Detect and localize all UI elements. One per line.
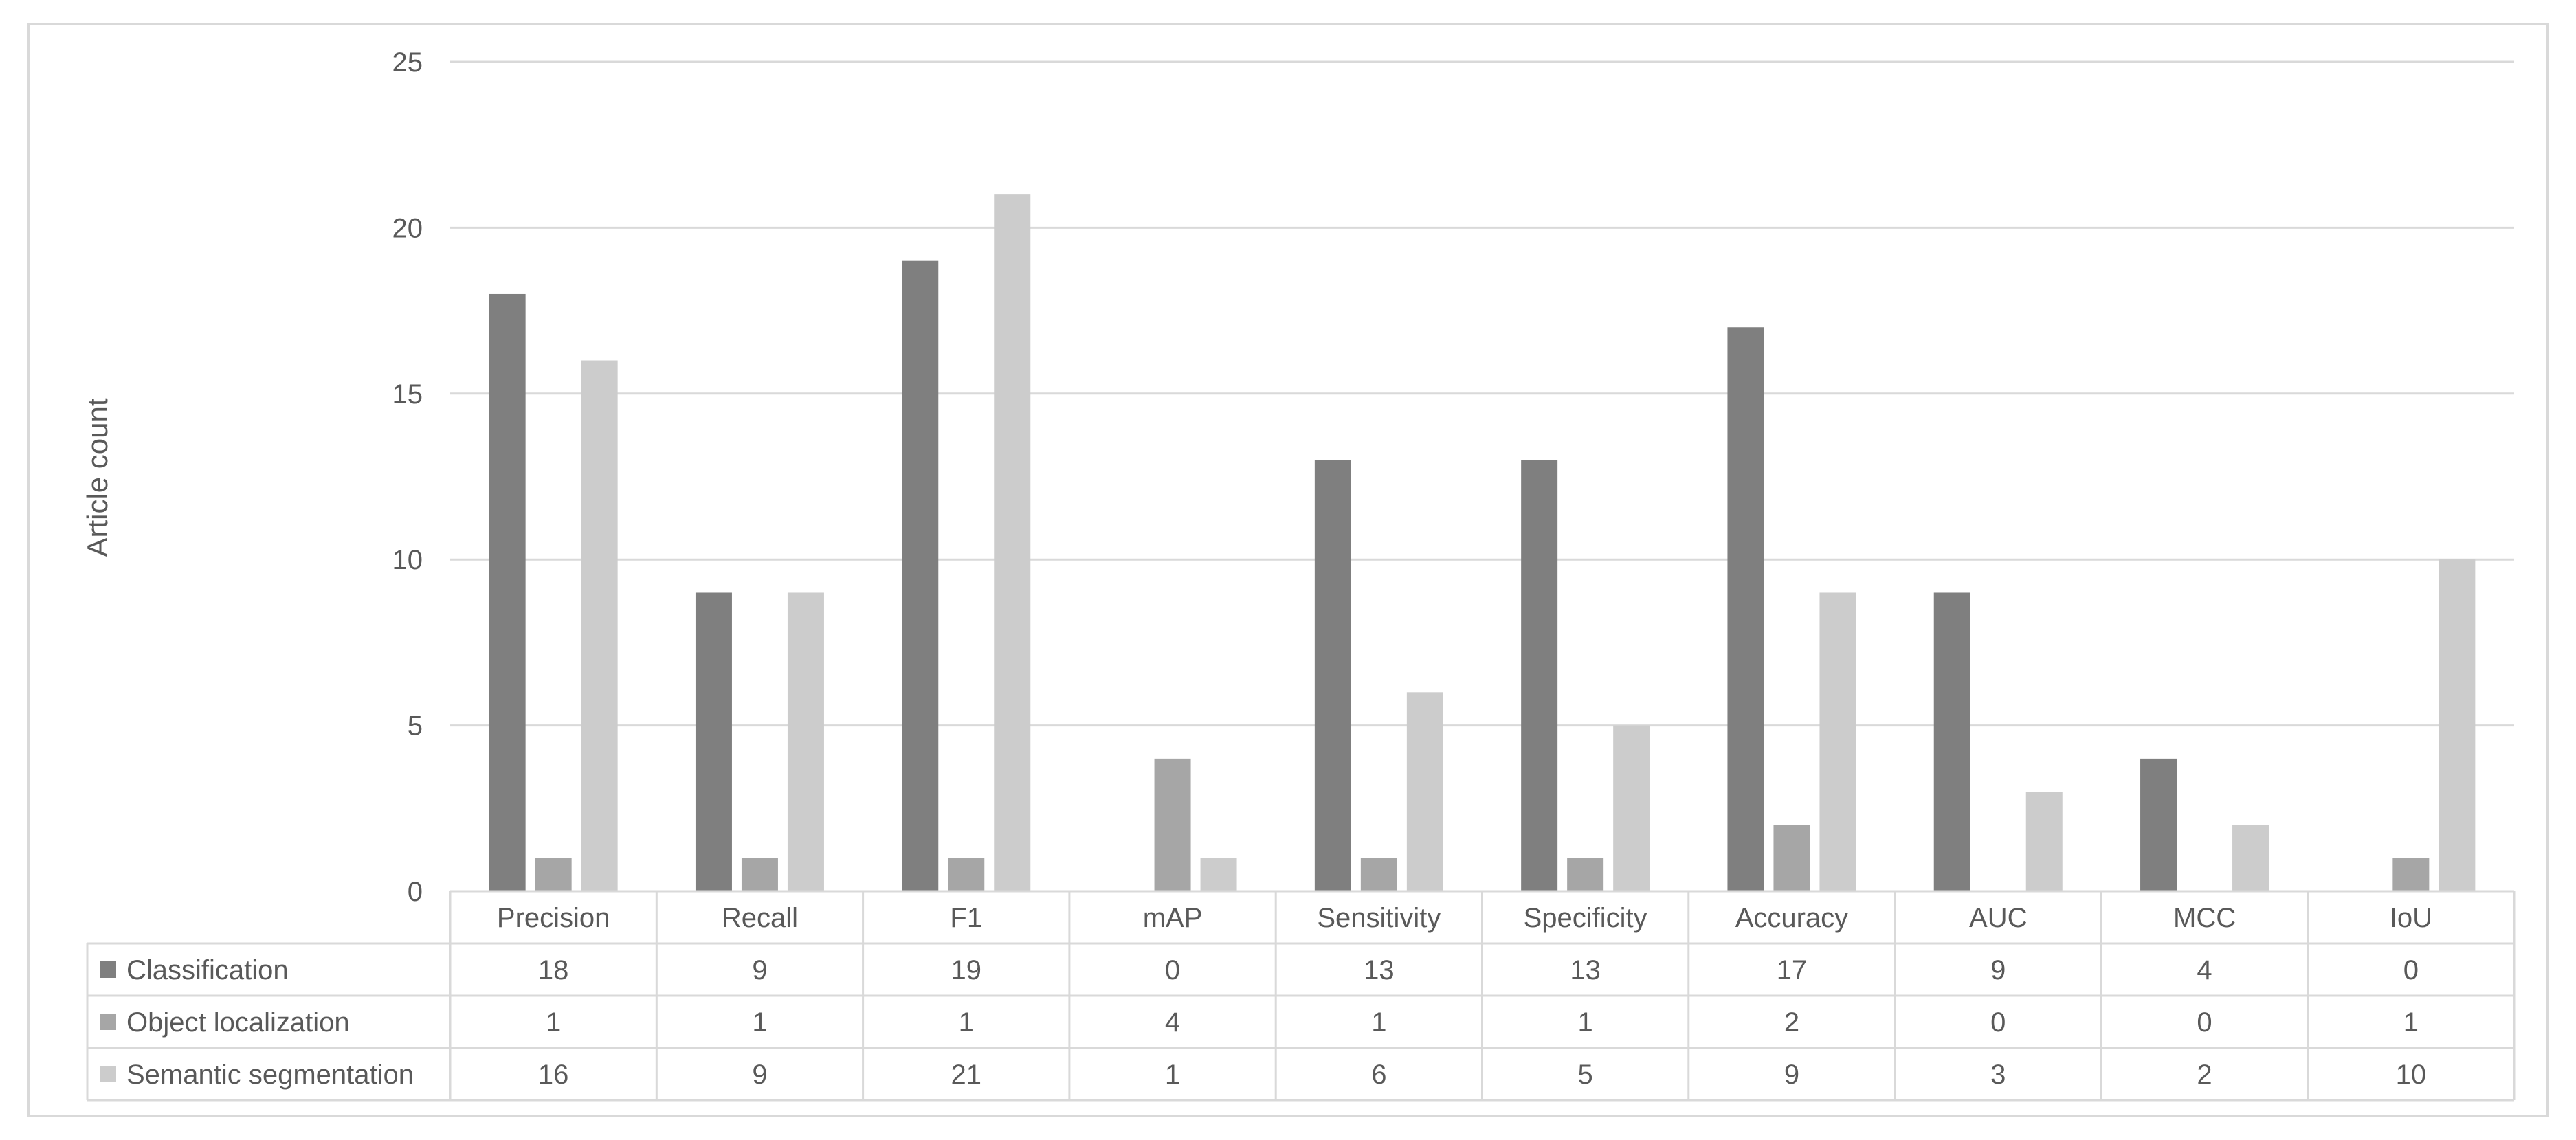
y-tick-label: 5 [408,711,423,741]
bar-object-localization-recall [741,858,778,891]
table-cell-value: 16 [538,1060,569,1090]
bar-classification-sensitivity [1314,460,1351,891]
category-label: AUC [1969,903,2027,933]
table-cell-value: 0 [2403,955,2419,985]
legend-swatch [100,1066,116,1082]
table-cell-value: 4 [1165,1007,1180,1038]
bar-object-localization-map [1154,758,1191,891]
table-cell-value: 0 [1165,955,1180,985]
table-cell-value: 9 [1990,955,2006,985]
y-tick-label: 20 [392,213,423,243]
table-cell-value: 10 [2396,1060,2427,1090]
table-cell-value: 1 [1578,1007,1593,1038]
table-cell-value: 9 [752,1060,767,1090]
category-label: IoU [2390,903,2432,933]
bar-classification-specificity [1521,460,1558,891]
bar-classification-f1 [902,260,939,891]
table-cell-value: 5 [1578,1060,1593,1090]
table-cell-value: 0 [1990,1007,2006,1038]
bar-object-localization-iou [2392,858,2430,891]
bar-semantic-segmentation-sensitivity [1406,692,1443,891]
table-cell-value: 1 [1165,1060,1180,1090]
table-cell-value: 2 [2197,1060,2212,1090]
table-cell-value: 19 [951,955,982,985]
bar-semantic-segmentation-recall [787,592,824,891]
category-label: Precision [497,903,610,933]
bar-classification-auc [1933,592,1970,891]
table-cell-value: 1 [546,1007,561,1038]
category-label: MCC [2173,903,2236,933]
table-cell-value: 6 [1371,1060,1386,1090]
table-cell-value: 9 [752,955,767,985]
bar-object-localization-f1 [948,858,985,891]
legend-swatch [100,961,116,978]
y-tick-label: 15 [392,379,423,410]
legend-swatch [100,1014,116,1030]
bar-object-localization-sensitivity [1360,858,1397,891]
bar-classification-mcc [2140,758,2177,891]
bar-object-localization-precision [535,858,572,891]
gridlines [450,60,2514,727]
bar-semantic-segmentation-specificity [1613,725,1650,891]
table-cell-value: 1 [2403,1007,2419,1038]
bar-semantic-segmentation-map [1200,858,1237,891]
series-name: Semantic segmentation [126,1060,414,1090]
table-cell-value: 4 [2197,955,2212,985]
bar-semantic-segmentation-mcc [2232,825,2269,891]
bar-semantic-segmentation-iou [2439,559,2476,891]
table-cell-value: 17 [1777,955,1808,985]
table-cell-value: 3 [1990,1060,2006,1090]
y-axis-tick-labels: 0 5 10 15 20 25 [392,47,423,907]
table-cell-value: 0 [2197,1007,2212,1038]
bar-classification-accuracy [1727,327,1764,891]
table-cell-value: 1 [959,1007,974,1038]
y-tick-label: 10 [392,545,423,575]
table-cell-value: 1 [752,1007,767,1038]
series-name: Object localization [126,1007,350,1038]
table-cell-value: 21 [951,1060,982,1090]
bar-semantic-segmentation-precision [581,360,618,891]
table-cell-value: 13 [1570,955,1601,985]
bar-semantic-segmentation-accuracy [1819,592,1856,891]
bar-classification-precision [489,293,526,892]
table-cell-value: 18 [538,955,569,985]
category-label: F1 [950,903,982,933]
bars [489,194,2476,892]
bar-object-localization-specificity [1567,858,1604,891]
category-label: Specificity [1524,903,1647,933]
category-label: Sensitivity [1317,903,1441,933]
category-label: mAP [1143,903,1203,933]
y-axis-title: Article count [81,398,113,557]
table-cell-value: 1 [1371,1007,1386,1038]
data-table: Precision Recall F1 mAP Sensitivity Specifici… [86,890,2516,1102]
bar-semantic-segmentation-auc [2025,792,2063,891]
chart-frame [27,23,2549,1117]
bar-semantic-segmentation-f1 [994,194,1031,891]
bar-classification-recall [695,592,732,891]
table-cell-value: 13 [1364,955,1395,985]
y-tick-label: 25 [392,47,423,78]
y-tick-label: 0 [408,877,423,907]
table-cell-value: 2 [1784,1007,1799,1038]
series-name: Classification [126,955,289,985]
bar-object-localization-accuracy [1773,825,1810,891]
category-label: Recall [722,903,798,933]
table-cell-value: 9 [1784,1060,1799,1090]
category-label: Accuracy [1735,903,1849,933]
